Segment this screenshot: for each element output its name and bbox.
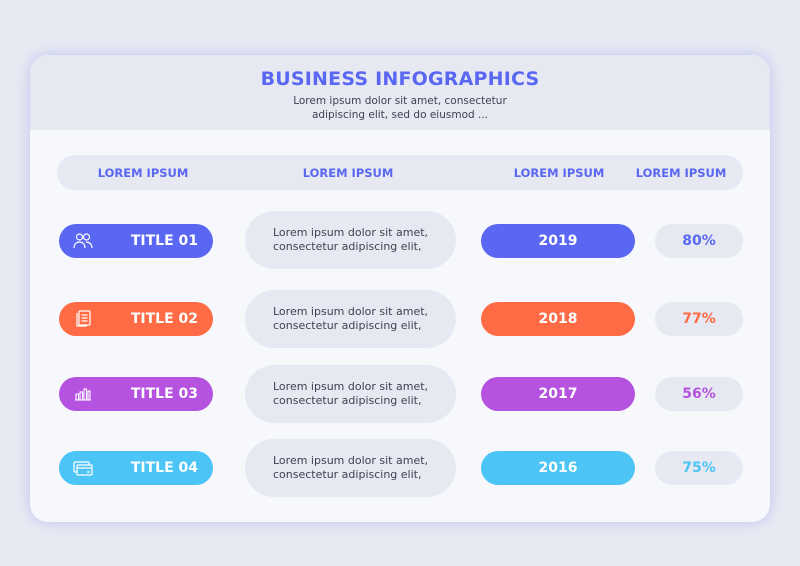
description-pill: Lorem ipsum dolor sit amet, consectetur a…: [245, 211, 456, 269]
column-header: LOREM IPSUM: [513, 166, 605, 180]
infographic-card: BUSINESS INFOGRAPHICS Lorem ipsum dolor …: [30, 55, 770, 522]
credit-card-icon: [73, 461, 93, 476]
description-line: consectetur adipiscing elit,: [273, 394, 422, 407]
title-pill: TITLE 03: [59, 377, 213, 411]
title-label: TITLE 04: [130, 460, 198, 476]
description-line: Lorem ipsum dolor sit amet,: [273, 305, 429, 318]
header-band: BUSINESS INFOGRAPHICS Lorem ipsum dolor …: [30, 55, 770, 130]
percent-pill: 75%: [655, 451, 743, 485]
percent-pill: 80%: [655, 224, 743, 258]
bar-chart-icon: [75, 388, 91, 401]
column-header: LOREM IPSUM: [302, 166, 394, 180]
title-label: TITLE 03: [130, 386, 198, 402]
document-icon: [76, 310, 91, 327]
users-icon: [73, 233, 93, 249]
description-pill: Lorem ipsum dolor sit amet, consectetur a…: [245, 365, 456, 423]
page-title: BUSINESS INFOGRAPHICS: [260, 68, 540, 90]
description-pill: Lorem ipsum dolor sit amet, consectetur a…: [245, 439, 456, 497]
percent-pill: 56%: [655, 377, 743, 411]
description-line: consectetur adipiscing elit,: [273, 240, 422, 253]
year-pill: 2018: [481, 302, 635, 336]
column-header-bar: LOREM IPSUM LOREM IPSUM LOREM IPSUM LORE…: [57, 155, 743, 190]
subtitle-line: adipiscing elit, sed do eiusmod ...: [311, 109, 489, 121]
description-line: Lorem ipsum dolor sit amet,: [273, 380, 429, 393]
year-pill: 2019: [481, 224, 635, 258]
description-line: Lorem ipsum dolor sit amet,: [273, 454, 429, 467]
title-pill: TITLE 04: [59, 451, 213, 485]
percent-pill: 77%: [655, 302, 743, 336]
description-pill: Lorem ipsum dolor sit amet, consectetur a…: [245, 290, 456, 348]
year-pill: 2016: [481, 451, 635, 485]
title-label: TITLE 01: [130, 233, 198, 249]
title-pill: TITLE 01: [59, 224, 213, 258]
title-pill: TITLE 02: [59, 302, 213, 336]
description-line: consectetur adipiscing elit,: [273, 319, 422, 332]
subtitle-line: Lorem ipsum dolor sit amet, consectetur: [293, 95, 507, 107]
column-header: LOREM IPSUM: [635, 166, 727, 180]
year-pill: 2017: [481, 377, 635, 411]
description-line: consectetur adipiscing elit,: [273, 468, 422, 481]
description-line: Lorem ipsum dolor sit amet,: [273, 226, 429, 239]
subtitle: Lorem ipsum dolor sit amet, consectetur …: [30, 94, 770, 122]
column-header: LOREM IPSUM: [97, 166, 189, 180]
title-label: TITLE 02: [130, 311, 198, 327]
